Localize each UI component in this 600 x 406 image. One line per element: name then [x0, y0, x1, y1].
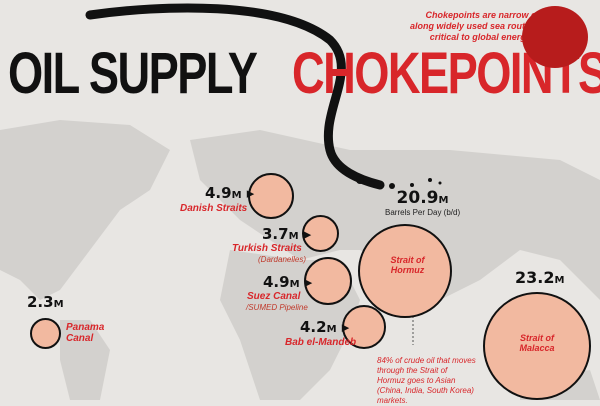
description: Chokepoints are narrow channels along wi…: [409, 10, 570, 42]
panama-circle: [30, 318, 61, 349]
turkish-straits-circle: [302, 215, 339, 252]
hormuz-circle: [358, 224, 452, 318]
total-label: Barrels Per Day (b/d): [385, 208, 461, 217]
suez-canal-circle: [304, 257, 352, 305]
oil-splash: [85, 3, 385, 190]
total-unit: M: [438, 195, 449, 206]
suez-sub: /SUMED Pipeline: [246, 303, 308, 312]
panama-label: Panama Canal: [66, 322, 105, 344]
turkish-sub: (Dardanelles): [258, 255, 307, 264]
turkish-value: 3.7M ▸: [262, 225, 312, 243]
suez-label: Suez Canal: [247, 291, 301, 302]
total-value: 20.9: [396, 188, 439, 208]
publisher-logo: [522, 6, 588, 68]
danish-value: 4.9M ▸: [205, 184, 255, 202]
malacca-circle: [483, 292, 591, 400]
bab-value: 4.2M ▸: [300, 318, 350, 336]
malacca-label: Strait of Malacca: [519, 333, 555, 353]
bab-label: Bab el-Mandeb: [285, 337, 357, 348]
suez-value: 4.9M ▸: [263, 273, 313, 291]
malacca-value: 23.2M: [515, 268, 565, 287]
turkish-label: Turkish Straits: [232, 243, 302, 254]
footnote: 84% of crude oil that moves through the …: [377, 356, 476, 405]
title-part1: OIL SUPPLY: [8, 41, 258, 106]
panama-value: 2.3M: [27, 293, 64, 311]
bab-el-mandeb-circle: [342, 305, 386, 349]
hormuz-label: Strait of Hormuz: [390, 255, 425, 275]
total-flow: 20.9M Barrels Per Day (b/d): [385, 188, 460, 217]
danish-label: Danish Straits: [180, 203, 248, 214]
danish-straits-circle: [248, 173, 294, 219]
